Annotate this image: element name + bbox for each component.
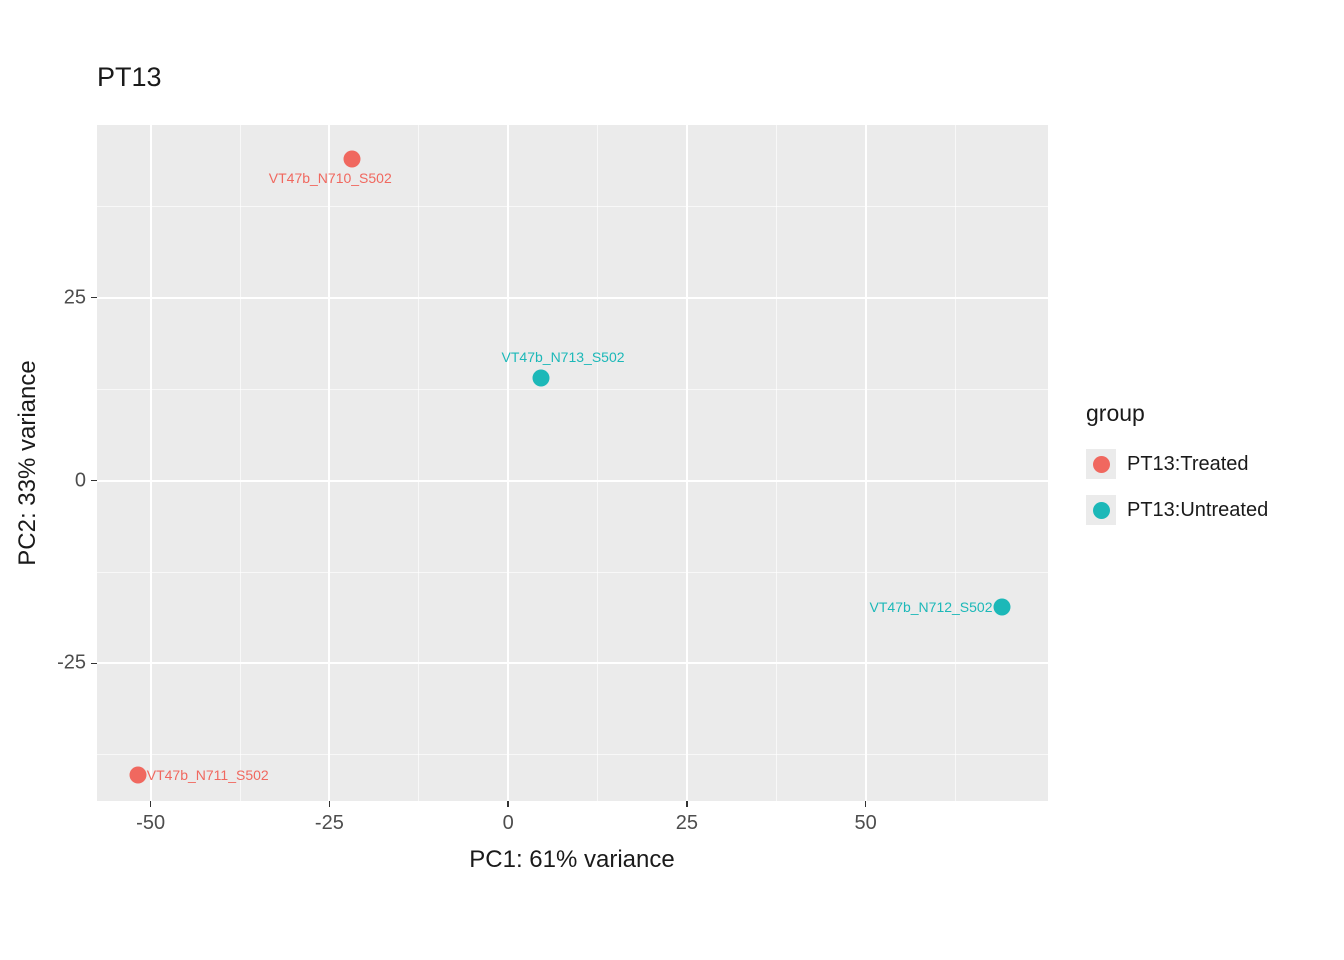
- y-axis-tick-label: 25: [63, 286, 86, 309]
- data-point-label: VT47b_N710_S502: [268, 169, 392, 186]
- plot-title: PT13: [97, 62, 162, 92]
- y-axis-tick-label: 0: [74, 469, 86, 492]
- minor-gridline-x: [239, 125, 241, 801]
- y-axis-tick-label: -25: [57, 651, 86, 674]
- x-axis-tick-label: 50: [854, 812, 877, 834]
- data-point-label: VT47b_N713_S502: [501, 349, 625, 366]
- legend-item-label: PT13:Treated: [1127, 452, 1249, 475]
- major-gridline-y: [97, 662, 1048, 665]
- x-axis-tick-label: -50: [136, 812, 166, 834]
- data-point: [343, 150, 361, 168]
- minor-gridline-y: [97, 205, 1048, 207]
- minor-gridline-x: [954, 125, 956, 801]
- y-axis-tick: [91, 296, 97, 299]
- x-axis-tick: [149, 801, 152, 807]
- minor-gridline-y: [97, 571, 1048, 573]
- major-gridline-y: [97, 479, 1048, 482]
- legend-dot-icon: [1092, 501, 1110, 519]
- major-gridline-x: [685, 125, 688, 801]
- y-axis-tick: [91, 479, 97, 482]
- x-axis-tick: [686, 801, 688, 807]
- data-point-label: VT47b_N712_S502: [869, 599, 993, 616]
- x-axis-tick-label: 25: [675, 812, 699, 834]
- legend-dot-icon: [1092, 455, 1110, 473]
- legend-items: PT13:Treated PT13:Untreated: [1086, 449, 1268, 525]
- data-point: [129, 766, 147, 784]
- x-axis-tick-label: -25: [314, 812, 344, 834]
- y-axis-tick: [91, 662, 97, 665]
- minor-gridline-x: [418, 125, 420, 801]
- minor-gridline-y: [97, 754, 1048, 756]
- x-axis-tick: [864, 801, 867, 807]
- data-point: [532, 369, 550, 387]
- minor-gridline-x: [597, 125, 599, 801]
- legend: group PT13:Treated PT13:Untreated: [1086, 400, 1268, 541]
- legend-key: [1086, 495, 1116, 525]
- major-gridline-x: [507, 125, 510, 801]
- x-axis-title: PC1: 61% variance: [469, 846, 675, 873]
- x-axis-tick-label: 0: [502, 812, 514, 834]
- major-gridline-x: [149, 125, 152, 801]
- legend-key: [1086, 449, 1116, 479]
- y-axis-title: PC2: 33% variance: [14, 360, 41, 566]
- plot-panel: VT47b_N710_S502 VT47b_N713_S502 VT47b_N712…: [97, 125, 1048, 801]
- x-axis-tick: [328, 801, 331, 807]
- legend-title: group: [1086, 400, 1145, 426]
- minor-gridline-y: [97, 388, 1048, 390]
- major-gridline-x: [328, 125, 331, 801]
- minor-gridline-x: [775, 125, 777, 801]
- legend-item: PT13:Untreated: [1086, 495, 1268, 525]
- data-point-label: VT47b_N711_S502: [146, 767, 269, 784]
- data-point: [993, 598, 1011, 616]
- legend-item-label: PT13:Untreated: [1127, 498, 1269, 521]
- major-gridline-y: [97, 296, 1048, 299]
- legend-item: PT13:Treated: [1086, 449, 1268, 479]
- x-axis-tick: [507, 801, 509, 807]
- major-gridline-x: [864, 125, 867, 801]
